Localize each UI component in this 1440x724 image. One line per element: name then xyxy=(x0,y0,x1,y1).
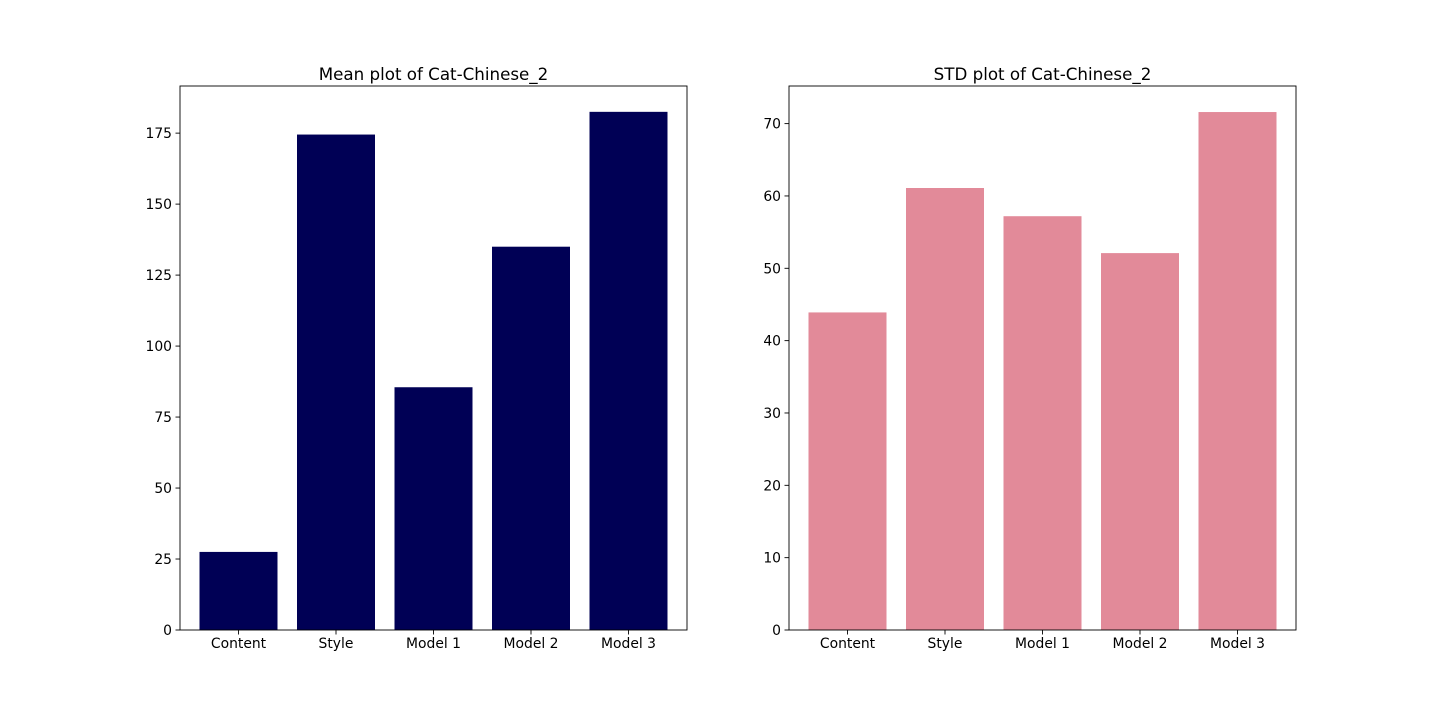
std-bar-model-3 xyxy=(1198,112,1277,631)
std-ytick-label: 60 xyxy=(763,189,781,205)
std-xtick-label: Model 2 xyxy=(1113,636,1168,652)
mean-bar-chart: Mean plot of Cat-Chinese_2 0 25 50 75 100 125… xyxy=(145,64,688,652)
std-ytick-label: 40 xyxy=(763,334,781,350)
std-ytick-label: 50 xyxy=(763,261,781,277)
std-bar-chart: STD plot of Cat-Chinese_2 0 10 20 30 40 50 60 7… xyxy=(763,64,1297,652)
mean-bar-style xyxy=(297,134,375,630)
mean-ytick-label: 0 xyxy=(163,623,172,639)
std-bar-model-1 xyxy=(1003,216,1082,630)
std-xtick-label: Model 1 xyxy=(1015,636,1070,652)
mean-ytick-label: 125 xyxy=(145,268,172,284)
mean-xtick-label: Style xyxy=(319,636,354,652)
chart-title-mean: Mean plot of Cat-Chinese_2 xyxy=(319,64,549,85)
std-ytick-label: 10 xyxy=(763,551,781,567)
mean-ytick-label: 50 xyxy=(154,481,172,497)
mean-xtick-label: Model 1 xyxy=(406,636,461,652)
std-xtick-label: Model 3 xyxy=(1210,636,1265,652)
std-ytick-label: 70 xyxy=(763,117,781,133)
mean-ytick-label: 175 xyxy=(145,126,172,142)
std-bar-model-2 xyxy=(1101,253,1179,630)
mean-xtick-label: Model 3 xyxy=(601,636,656,652)
mean-xtick-label: Content xyxy=(211,636,267,652)
std-bar-content xyxy=(808,312,887,630)
chart-title-std: STD plot of Cat-Chinese_2 xyxy=(934,64,1152,85)
std-ytick-label: 0 xyxy=(772,623,781,639)
std-ytick-label: 20 xyxy=(763,478,781,494)
mean-bar-content xyxy=(199,551,278,630)
std-xtick-label: Content xyxy=(820,636,876,652)
mean-ytick-label: 25 xyxy=(154,552,172,568)
std-bar-style xyxy=(906,188,984,630)
mean-bar-model-3 xyxy=(589,111,668,630)
mean-xtick-label: Model 2 xyxy=(504,636,559,652)
mean-ytick-label: 150 xyxy=(145,197,172,213)
std-ytick-label: 30 xyxy=(763,406,781,422)
std-xtick-label: Style xyxy=(928,636,963,652)
mean-ytick-label: 100 xyxy=(145,339,172,355)
mean-bar-model-2 xyxy=(492,246,570,630)
mean-bar-model-1 xyxy=(394,387,473,630)
mean-ytick-label: 75 xyxy=(154,410,172,426)
